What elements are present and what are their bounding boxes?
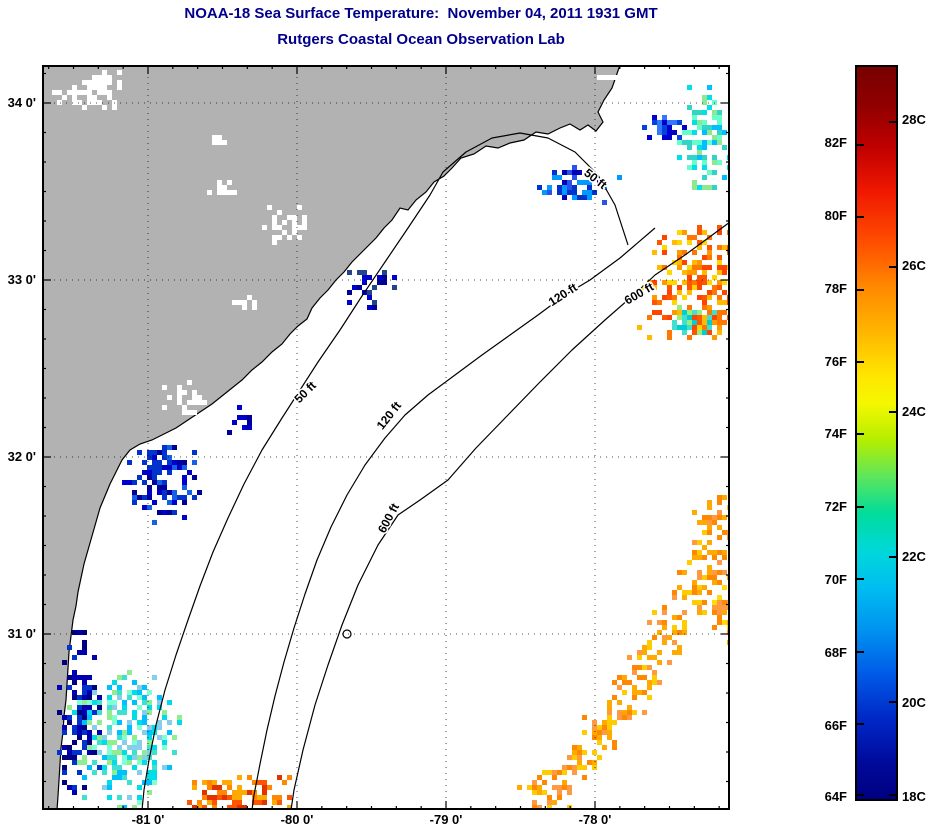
colorbar-tick bbox=[889, 410, 896, 413]
colorbar-f-label: 76F bbox=[824, 353, 847, 369]
y-tick-label: 31 0' bbox=[7, 626, 36, 641]
colorbar-tick bbox=[857, 505, 864, 508]
colorbar-tick bbox=[857, 793, 864, 796]
colorbar-c-label: 18C bbox=[902, 788, 926, 804]
contour-120ft bbox=[251, 227, 656, 810]
y-tick-label: 32 0' bbox=[7, 449, 36, 464]
colorbar-f-label: 74F bbox=[824, 426, 847, 442]
colorbar-f-label: 66F bbox=[824, 717, 847, 733]
colorbar-f-label: 68F bbox=[824, 645, 847, 661]
depth-contours bbox=[141, 132, 730, 810]
colorbar-f-label: 78F bbox=[824, 280, 847, 296]
colorbar bbox=[855, 65, 898, 801]
colorbar-f-label: 80F bbox=[824, 207, 847, 223]
map-area: 50 ft 120 ft 600 ft 50 ft 120 ft 600 ft bbox=[42, 65, 730, 810]
colorbar-tick bbox=[889, 120, 896, 123]
colorbar-tick bbox=[889, 265, 896, 268]
colorbar-c-label: 24C bbox=[902, 403, 926, 419]
x-tick-label: -78 0' bbox=[578, 812, 612, 827]
colorbar-fahrenheit-labels: 82F 80F 78F 76F 74F 72F 70F 68F 66F 64F bbox=[795, 65, 851, 804]
colorbar-c-label: 26C bbox=[902, 257, 926, 273]
colorbar-tick bbox=[889, 555, 896, 558]
colorbar-f-label: 70F bbox=[824, 572, 847, 588]
map-frame bbox=[42, 65, 730, 810]
land-polygon bbox=[42, 65, 621, 810]
colorbar-tick bbox=[857, 143, 864, 146]
colorbar-tick bbox=[889, 793, 896, 796]
colorbar-c-label: 22C bbox=[902, 549, 926, 565]
grid-lines bbox=[42, 65, 730, 810]
page-title: NOAA-18 Sea Surface Temperature: Novembe… bbox=[184, 5, 658, 22]
contour-50ft bbox=[141, 132, 629, 810]
colorbar-f-label: 82F bbox=[824, 135, 847, 151]
y-tick-label: 33 0' bbox=[7, 272, 36, 287]
x-tick-label: -79 0' bbox=[429, 812, 463, 827]
x-tick-label: -80 0' bbox=[280, 812, 314, 827]
x-axis-labels: -81 0' -80 0' -79 0' -78 0' bbox=[42, 812, 730, 830]
sst-pixel-clusters bbox=[52, 70, 730, 810]
small-depth-contour-circle bbox=[342, 629, 352, 639]
contour-600ft bbox=[290, 221, 730, 810]
colorbar-tick bbox=[857, 578, 864, 581]
colorbar-tick bbox=[889, 700, 896, 703]
colorbar-tick bbox=[857, 433, 864, 436]
x-tick-label: -81 0' bbox=[131, 812, 165, 827]
colorbar-f-label: 64F bbox=[824, 788, 847, 804]
colorbar-tick bbox=[857, 723, 864, 726]
colorbar-c-label: 28C bbox=[902, 112, 926, 128]
colorbar-f-label: 72F bbox=[824, 499, 847, 515]
colorbar-tick bbox=[857, 360, 864, 363]
y-axis-labels: 34 0' 33 0' 32 0' 31 0' bbox=[0, 65, 39, 810]
page-subtitle: Rutgers Coastal Ocean Observation Lab bbox=[277, 31, 565, 48]
colorbar-celsius-labels: 28C 26C 24C 22C 20C 18C bbox=[902, 65, 936, 804]
colorbar-c-label: 20C bbox=[902, 695, 926, 711]
colorbar-tick bbox=[857, 216, 864, 219]
colorbar-tick bbox=[857, 288, 864, 291]
colorbar-tick bbox=[857, 650, 864, 653]
y-tick-label: 34 0' bbox=[7, 95, 36, 110]
